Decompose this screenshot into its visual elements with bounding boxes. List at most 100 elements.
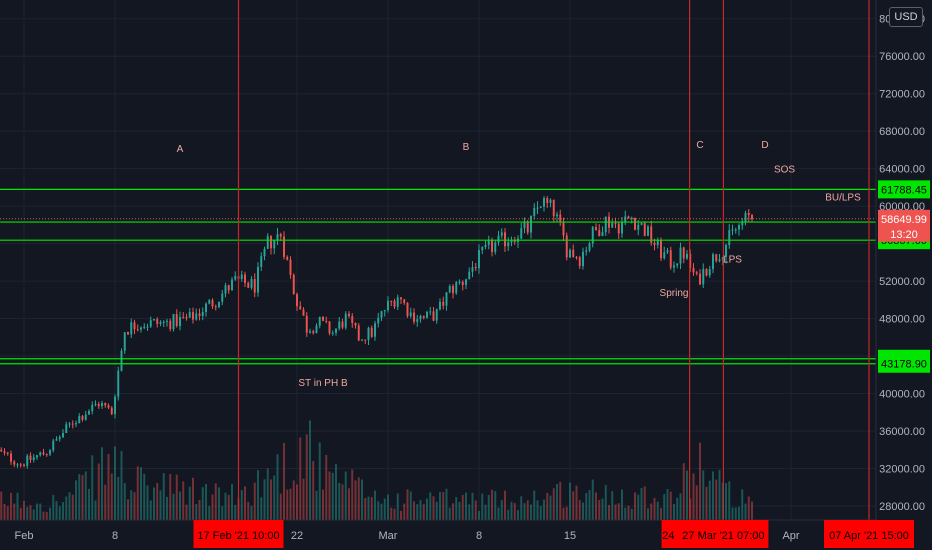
candle-body	[452, 286, 454, 294]
candle-body	[533, 208, 536, 217]
y-tick-label: 48000.00	[879, 314, 925, 326]
volume-bar	[49, 507, 51, 520]
candle-body	[461, 281, 464, 285]
candle-body	[530, 216, 532, 233]
volume-bar	[370, 497, 373, 520]
candle-body	[279, 234, 282, 237]
candle-body	[42, 452, 45, 455]
volume-bar	[585, 493, 588, 520]
candle-body	[3, 451, 6, 453]
volume-bar	[309, 420, 311, 520]
candle-body	[292, 274, 295, 295]
volume-bar	[153, 487, 155, 520]
volume-bar	[513, 503, 516, 520]
candle-body	[591, 227, 594, 244]
candle-body	[348, 313, 350, 317]
volume-bar	[712, 471, 714, 520]
volume-bar	[734, 507, 737, 520]
volume-bar	[266, 468, 269, 520]
currency-button[interactable]: USD	[889, 7, 923, 27]
candle-body	[88, 411, 90, 415]
volume-bar	[741, 489, 744, 520]
candle-body	[497, 235, 500, 243]
candle-body	[627, 216, 630, 219]
annotation-label: B	[463, 142, 470, 153]
volume-bar	[227, 495, 230, 520]
candle-body	[110, 407, 113, 415]
candle-body	[487, 239, 490, 245]
candle-body	[305, 315, 308, 333]
volume-bars	[0, 420, 753, 520]
level-price-tag	[878, 180, 930, 199]
x-tick-label: Apr	[782, 530, 799, 542]
candle-body	[578, 257, 581, 267]
volume-bar	[322, 489, 324, 520]
candle-body	[250, 279, 253, 288]
volume-bar	[299, 437, 302, 520]
volume-bar	[357, 477, 360, 520]
candle-body	[289, 259, 292, 275]
candle-body	[19, 464, 22, 466]
volume-bar	[627, 505, 630, 520]
candle-body	[484, 244, 487, 248]
volume-bar	[549, 495, 552, 520]
candle-body	[331, 332, 334, 334]
candle-body	[29, 455, 32, 460]
candle-body	[731, 229, 734, 231]
candle-body	[575, 257, 578, 259]
candle-body	[101, 403, 103, 407]
volume-bar	[172, 493, 175, 520]
candle-body	[637, 224, 640, 230]
volume-bar	[10, 492, 12, 520]
volume-bar	[396, 493, 399, 520]
candle-body	[175, 314, 178, 327]
candle-body	[439, 301, 441, 310]
volume-bar	[91, 455, 94, 520]
volume-bar	[595, 492, 597, 520]
volume-bar	[461, 494, 464, 520]
volume-bar	[68, 492, 71, 520]
candle-body	[751, 215, 753, 220]
volume-bar	[218, 487, 220, 520]
candle-body	[338, 321, 341, 329]
volume-bar	[23, 500, 25, 520]
volume-bar	[325, 454, 328, 520]
candle-body	[705, 268, 708, 276]
time-marker-label: 07 Apr '21 15:00	[829, 530, 909, 542]
volume-bar	[510, 501, 513, 520]
candle-body	[630, 217, 633, 219]
time-marker-tag	[193, 520, 284, 548]
volume-bar	[624, 507, 627, 520]
candle-body	[712, 254, 714, 270]
volume-bar	[676, 497, 679, 520]
candle-body	[695, 272, 698, 274]
candle-body	[270, 236, 272, 249]
current-price-tag	[878, 209, 930, 242]
volume-bar	[426, 498, 428, 520]
level-price-label: 61788.45	[881, 184, 927, 196]
candle-body	[351, 316, 354, 323]
candle-body	[309, 331, 311, 333]
volume-bar	[565, 506, 568, 520]
volume-bar	[478, 510, 480, 520]
volume-bar	[341, 484, 344, 520]
candle-body	[539, 206, 542, 208]
volume-bar	[653, 497, 656, 520]
candle-body	[302, 309, 305, 316]
level-price-tag	[878, 354, 930, 373]
candle-body	[741, 222, 744, 226]
volume-bar	[156, 482, 159, 520]
candle-body	[81, 416, 84, 420]
candle-body	[380, 311, 383, 318]
volume-bar	[250, 506, 253, 520]
candle-body	[149, 320, 152, 327]
candle-body	[6, 452, 9, 454]
candle-body	[409, 312, 412, 317]
volume-bar	[458, 501, 461, 520]
volume-bar	[715, 479, 718, 520]
volume-bar	[127, 499, 129, 520]
candle-body	[71, 423, 74, 425]
volume-bar	[744, 503, 747, 520]
candle-body	[117, 370, 120, 397]
